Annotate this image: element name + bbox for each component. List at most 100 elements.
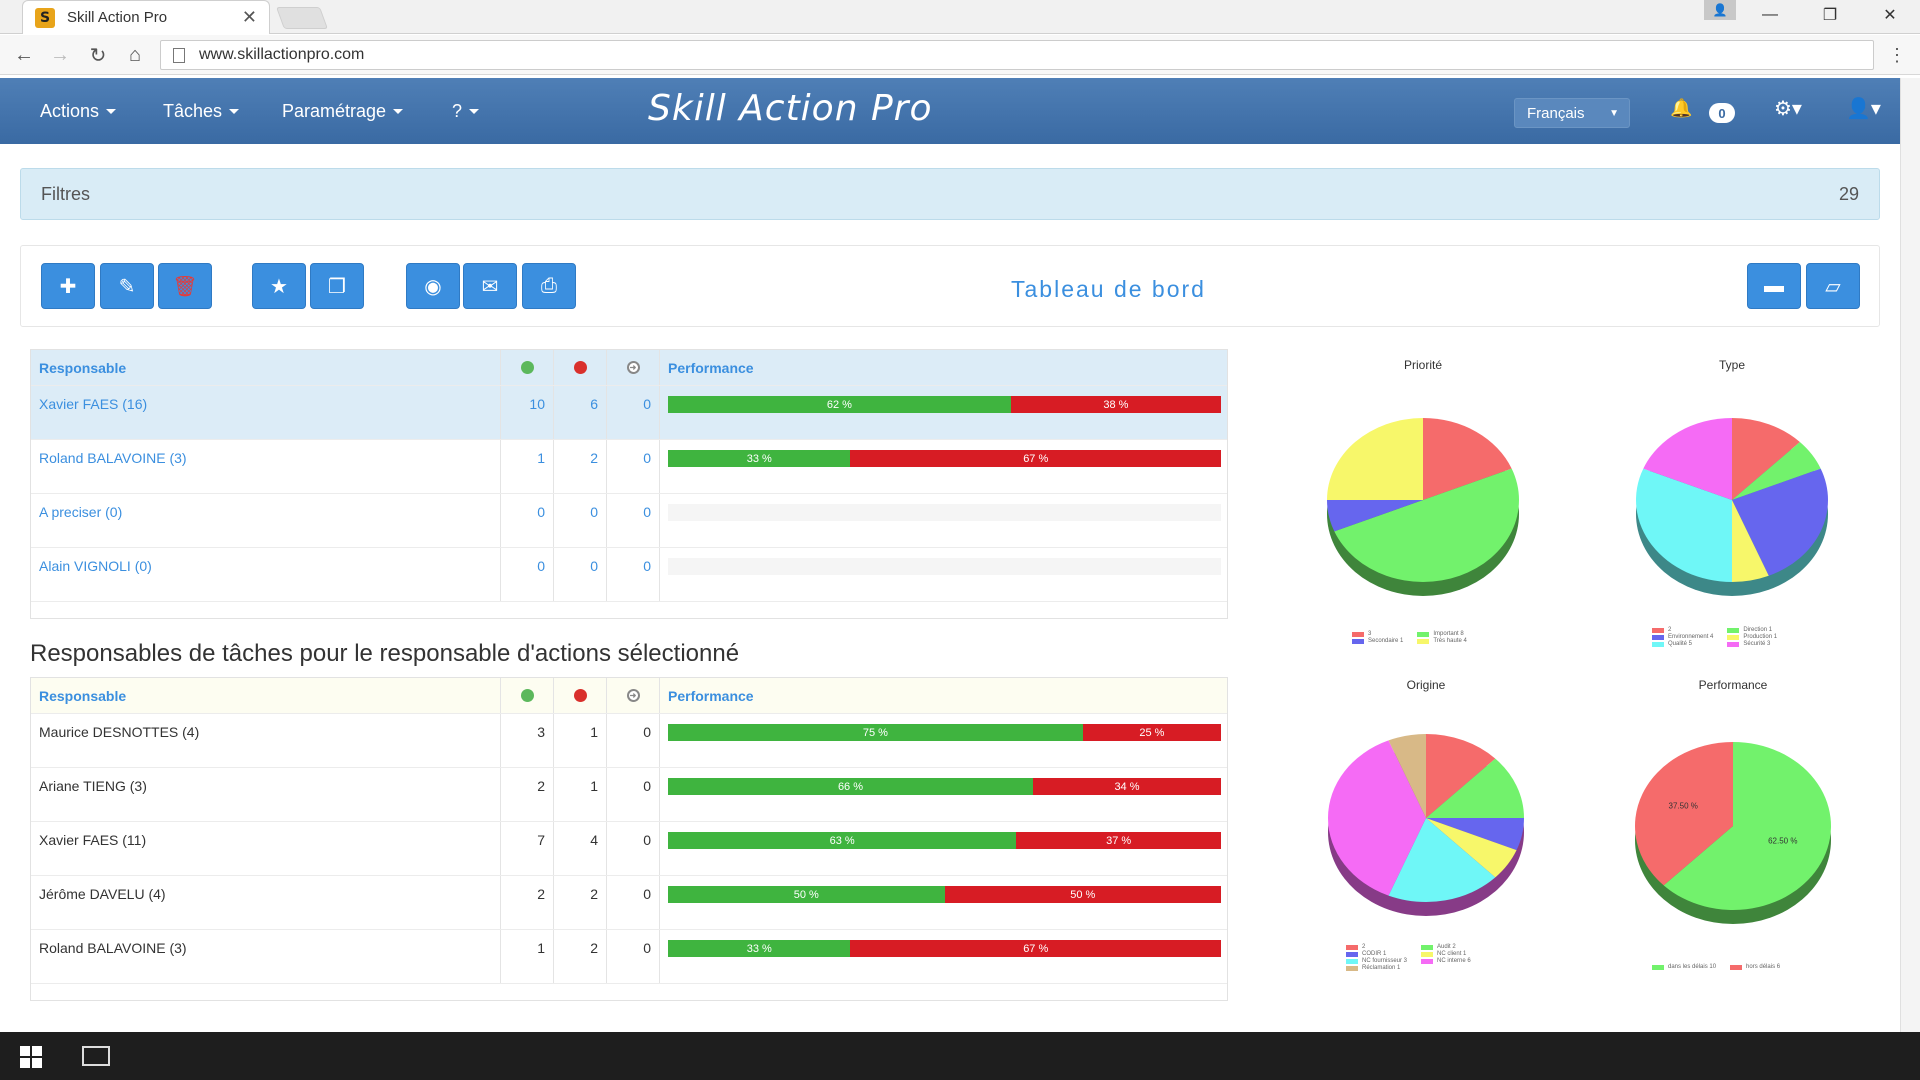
filters-panel[interactable]: Filtres 29 <box>20 168 1880 220</box>
restore-icon[interactable]: ❐ <box>1822 7 1838 24</box>
new-tab-button[interactable] <box>275 7 329 29</box>
page-scrollbar[interactable] <box>1900 78 1920 1032</box>
header-green[interactable] <box>501 350 554 385</box>
pie-slice[interactable] <box>1334 468 1519 582</box>
pie-slice[interactable] <box>1388 818 1496 902</box>
pie-slice[interactable] <box>1732 418 1800 500</box>
legend-item[interactable]: 2 <box>1652 627 1713 633</box>
back-icon[interactable]: ← <box>14 43 34 66</box>
row-responsable[interactable]: Alain VIGNOLI (0) <box>31 548 501 601</box>
header-performance[interactable]: Performance <box>668 359 754 376</box>
header-pending[interactable]: ➜ <box>607 350 660 385</box>
pie-slice[interactable] <box>1327 418 1423 500</box>
close-window-icon[interactable]: ✕ <box>1883 7 1897 24</box>
legend-item[interactable]: NC client 1 <box>1421 951 1471 957</box>
pie-slice[interactable] <box>1636 468 1732 582</box>
legend-item[interactable]: Audit 2 <box>1421 944 1471 950</box>
pie-slice[interactable] <box>1635 742 1733 886</box>
open-folder-button[interactable]: ▱ <box>1806 263 1860 309</box>
email-button[interactable]: ✉ <box>463 263 517 309</box>
legend-item[interactable]: CODIR 1 <box>1346 951 1407 957</box>
header-responsable[interactable]: Responsable <box>31 350 501 385</box>
legend-item[interactable]: Production 1 <box>1727 634 1777 640</box>
row-responsable[interactable]: Jérôme DAVELU (4) <box>31 876 501 929</box>
legend-item[interactable]: dans les délais 10 <box>1652 964 1716 970</box>
print-button[interactable]: ⎙ <box>522 263 576 309</box>
menu-parametrage[interactable]: Paramétrage <box>282 78 404 144</box>
pie-slice[interactable] <box>1732 468 1828 576</box>
url-input[interactable]: www.skillactionpro.com <box>160 40 1874 70</box>
minimize-icon[interactable]: — <box>1762 6 1778 23</box>
table-row[interactable]: Alain VIGNOLI (0) 0 0 0 <box>31 548 1227 602</box>
home-icon[interactable]: ⌂ <box>128 43 142 66</box>
table-row[interactable]: Roland BALAVOINE (3) 1 2 0 33 % 67 % <box>31 440 1227 494</box>
legend-item[interactable]: Important 8 <box>1417 631 1466 637</box>
row-responsable[interactable]: Ariane TIENG (3) <box>31 768 501 821</box>
user-icon[interactable]: 👤▾ <box>1846 98 1881 120</box>
legend-item[interactable]: Très haute 4 <box>1417 638 1467 644</box>
folder-button[interactable]: ▬ <box>1747 263 1801 309</box>
pie-slice[interactable] <box>1426 818 1517 878</box>
pie-slice[interactable] <box>1426 758 1524 818</box>
legend-item[interactable]: hors délais 6 <box>1730 964 1780 970</box>
forward-icon[interactable]: → <box>50 43 70 66</box>
pie-slice[interactable] <box>1328 740 1426 896</box>
add-button[interactable]: ✚ <box>41 263 95 309</box>
table-row[interactable]: Xavier FAES (16) 10 6 0 62 % 38 % <box>31 386 1227 440</box>
legend-item[interactable]: 2 <box>1346 944 1407 950</box>
menu-actions[interactable]: Actions <box>40 78 117 144</box>
table-row[interactable]: Xavier FAES (11) 7 4 0 63 % 37 % <box>31 822 1227 876</box>
pie-slice[interactable] <box>1388 734 1426 818</box>
pie-slice[interactable] <box>1643 418 1732 500</box>
delete-button[interactable]: 🗑 <box>158 263 212 309</box>
legend-item[interactable]: 3 <box>1352 631 1403 637</box>
legend-item[interactable]: Environnement 4 <box>1652 634 1713 640</box>
table-row[interactable]: Ariane TIENG (3) 2 1 0 66 % 34 % <box>31 768 1227 822</box>
row-responsable[interactable]: Xavier FAES (16) <box>31 386 501 439</box>
bell-icon[interactable]: 🔔 <box>1670 98 1693 118</box>
header-pending[interactable]: ➜ <box>607 678 660 713</box>
legend-item[interactable]: Sécurité 3 <box>1727 641 1777 647</box>
view-button[interactable]: ◉ <box>406 263 460 309</box>
pie-slice[interactable] <box>1426 818 1524 851</box>
gear-icon[interactable]: ⚙▾ <box>1774 98 1802 120</box>
table-row[interactable]: A preciser (0) 0 0 0 <box>31 494 1227 548</box>
table-row[interactable]: Maurice DESNOTTES (4) 3 1 0 75 % 25 % <box>31 714 1227 768</box>
row-responsable[interactable]: Xavier FAES (11) <box>31 822 501 875</box>
favorite-button[interactable]: ★ <box>252 263 306 309</box>
legend-item[interactable]: NC fournisseur 3 <box>1346 958 1407 964</box>
legend-item[interactable]: Secondaire 1 <box>1352 638 1403 644</box>
pie-slice[interactable] <box>1426 734 1496 818</box>
pie-slice[interactable] <box>1732 500 1769 582</box>
table-row[interactable]: Jérôme DAVELU (4) 2 2 0 50 % 50 % <box>31 876 1227 930</box>
menu-icon[interactable]: ⋮ <box>1888 45 1906 65</box>
language-select[interactable]: Français ▼ <box>1514 98 1630 128</box>
reload-icon[interactable]: ↻ <box>89 44 107 67</box>
pie-slice[interactable] <box>1327 500 1423 532</box>
table-row[interactable]: Roland BALAVOINE (3) 1 2 0 33 % 67 % <box>31 930 1227 984</box>
header-red[interactable] <box>554 678 607 713</box>
legend-item[interactable]: Direction 1 <box>1727 627 1777 633</box>
task-view-icon[interactable] <box>82 1046 110 1066</box>
row-responsable[interactable]: Roland BALAVOINE (3) <box>31 440 501 493</box>
windows-start-icon[interactable] <box>20 1046 42 1068</box>
header-red[interactable] <box>554 350 607 385</box>
row-responsable[interactable]: A preciser (0) <box>31 494 501 547</box>
profile-icon[interactable]: 👤 <box>1704 0 1736 20</box>
menu-help[interactable]: ? <box>452 78 480 144</box>
menu-taches[interactable]: Tâches <box>163 78 240 144</box>
row-responsable[interactable]: Maurice DESNOTTES (4) <box>31 714 501 767</box>
legend-item[interactable]: NC interne 6 <box>1421 958 1471 964</box>
row-responsable[interactable]: Roland BALAVOINE (3) <box>31 930 501 983</box>
legend-item[interactable]: Réclamation 1 <box>1346 965 1407 971</box>
browser-tab[interactable]: S Skill Action Pro ✕ <box>22 0 270 34</box>
header-green[interactable] <box>501 678 554 713</box>
header-responsable[interactable]: Responsable <box>31 678 501 713</box>
header-performance[interactable]: Performance <box>668 687 754 704</box>
copy-button[interactable]: ❐ <box>310 263 364 309</box>
pie-slice[interactable] <box>1423 418 1512 500</box>
close-tab-icon[interactable]: ✕ <box>241 7 257 27</box>
pie-slice[interactable] <box>1663 742 1831 910</box>
pie-slice[interactable] <box>1732 442 1821 500</box>
legend-item[interactable]: Qualité 5 <box>1652 641 1713 647</box>
